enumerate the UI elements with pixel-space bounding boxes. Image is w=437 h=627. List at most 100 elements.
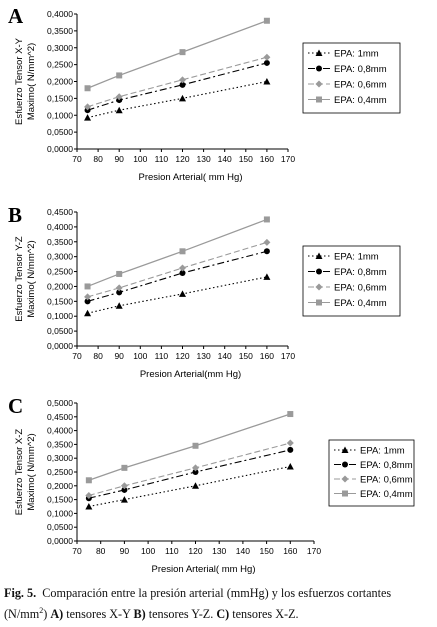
y-tick-label: 0,1000 [47, 110, 73, 120]
x-tick-label: 140 [218, 154, 232, 164]
series-line [87, 250, 268, 302]
legend-marker [316, 299, 322, 306]
legend-label: EPA: 1mm [360, 446, 405, 457]
legend-marker [315, 252, 323, 259]
x-tick-label: 130 [197, 154, 211, 164]
data-point [115, 93, 123, 101]
data-point [263, 59, 270, 66]
data-point [120, 496, 128, 503]
y-tick-label: 0,0000 [47, 341, 73, 351]
data-point [263, 273, 271, 280]
legend-label: EPA: 0,8mm [360, 460, 413, 471]
data-point [179, 94, 186, 102]
data-point [116, 270, 123, 277]
data-point [192, 464, 199, 472]
y-tick-label: 0,0500 [47, 522, 73, 532]
data-point [179, 290, 186, 297]
data-point [192, 482, 199, 489]
y-axis-title: Maximo( N/mm^2) [26, 433, 37, 510]
panel-label: B [8, 203, 22, 227]
y-axis-title: Maximo( N/mm^2) [26, 43, 37, 120]
y-tick-label: 0,4500 [47, 412, 73, 422]
y-tick-label: 0,1500 [47, 296, 73, 306]
x-tick-label: 170 [281, 351, 295, 361]
series-line [88, 449, 291, 499]
y-tick-label: 0,3000 [47, 453, 73, 463]
legend-label: EPA: 0,6mm [360, 475, 413, 486]
legend-marker [341, 475, 349, 483]
x-tick-label: 100 [141, 546, 155, 556]
data-point [263, 216, 270, 223]
figure-caption: Fig. 5. Comparación entre la presión art… [4, 585, 434, 623]
x-tick-label: 130 [212, 546, 226, 556]
chart-panel-B: B 0,0000 0,0500 0,1000 0,1500 0,2000 0,2500 0,3… [8, 203, 401, 380]
legend-marker [315, 283, 323, 291]
x-tick-label: 80 [93, 154, 103, 164]
y-tick-label: 0,1500 [47, 93, 73, 103]
data-point [120, 482, 128, 490]
series-line [87, 276, 268, 314]
x-tick-label: 130 [197, 351, 211, 361]
x-tick-label: 120 [188, 546, 202, 556]
legend-marker [316, 96, 322, 103]
data-point [84, 298, 91, 305]
x-tick-label: 150 [239, 154, 253, 164]
x-tick-label: 100 [133, 154, 147, 164]
series-line [87, 218, 268, 288]
y-tick-label: 0,4000 [47, 426, 73, 436]
data-point [115, 284, 123, 292]
y-tick-label: 0,0000 [47, 536, 73, 546]
legend-label: EPA: 0,4mm [360, 489, 413, 500]
data-point [287, 446, 294, 453]
legend-marker [315, 49, 323, 56]
y-tick-label: 0,3500 [47, 26, 73, 36]
x-axis-title: Presion Arterial(mm Hg) [140, 369, 241, 380]
x-tick-label: 170 [307, 546, 321, 556]
data-point [263, 17, 270, 24]
legend-label: EPA: 1mm [334, 252, 379, 263]
caption-text-2: ) [43, 607, 51, 622]
data-point [263, 238, 271, 246]
caption-a: A) [50, 607, 64, 622]
caption-b-text: tensores Y-Z. [145, 607, 217, 622]
legend-label: EPA: 0,4mm [334, 95, 387, 106]
y-tick-label: 0,3500 [47, 439, 73, 449]
legend-marker [316, 268, 322, 275]
x-tick-label: 90 [120, 546, 130, 556]
legend-marker [342, 461, 348, 468]
caption-sup: 2 [39, 606, 44, 615]
data-point [84, 283, 91, 290]
legend-marker [342, 490, 348, 497]
x-tick-label: 150 [260, 546, 274, 556]
x-tick-label: 120 [175, 351, 189, 361]
x-tick-label: 140 [218, 351, 232, 361]
panel-label: C [8, 394, 23, 418]
y-tick-label: 0,2000 [47, 77, 73, 87]
caption-label: Fig. 5. [4, 586, 37, 600]
x-tick-label: 80 [96, 546, 106, 556]
legend-label: EPA: 0,6mm [334, 80, 387, 91]
caption-c-text: tensores X-Z. [229, 607, 299, 622]
x-tick-label: 70 [72, 546, 82, 556]
series-line [88, 413, 291, 481]
data-point [286, 439, 294, 447]
series-line [87, 56, 268, 108]
y-tick-label: 0,1000 [47, 311, 73, 321]
y-tick-label: 0,4000 [47, 9, 73, 19]
data-point [179, 49, 186, 56]
legend-marker [316, 65, 322, 72]
data-point [116, 289, 123, 296]
x-tick-label: 170 [281, 154, 295, 164]
data-point [179, 76, 186, 84]
data-point [116, 72, 123, 79]
y-tick-label: 0,3500 [47, 237, 73, 247]
y-tick-label: 0,0500 [47, 326, 73, 336]
x-tick-label: 70 [72, 154, 82, 164]
x-tick-label: 90 [114, 154, 124, 164]
y-axis-title: Esfuerzo Tensor X-Z [14, 429, 25, 516]
data-point [192, 469, 199, 475]
data-point [85, 477, 92, 484]
y-axis-title: Maximo( N/mm^2) [26, 240, 37, 317]
series-line [87, 20, 268, 89]
x-tick-label: 150 [239, 351, 253, 361]
